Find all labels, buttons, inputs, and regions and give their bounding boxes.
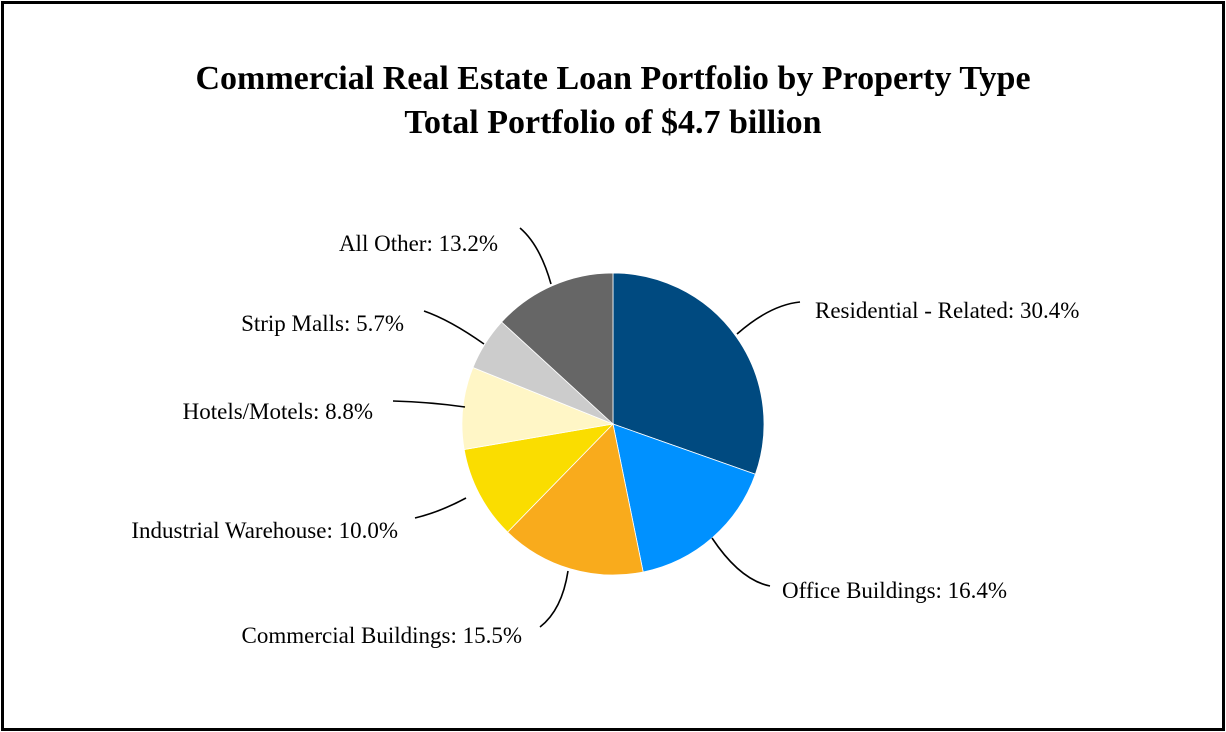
chart-subtitle: Total Portfolio of $4.7 billion — [404, 104, 822, 141]
leader-line — [711, 537, 771, 587]
leader-line — [539, 570, 569, 628]
pie-slice-commercial-buildings — [507, 423, 644, 576]
data-label: Commercial Buildings: 15.5% — [242, 623, 522, 648]
leader-line — [414, 497, 467, 519]
pie-slice-office-buildings — [612, 423, 756, 573]
leader-line — [423, 310, 485, 345]
leader-line — [392, 400, 466, 408]
data-label: Office Buildings: 16.4% — [782, 578, 1007, 603]
leader-line — [519, 227, 552, 285]
leader-line — [736, 301, 801, 335]
chart-title: Commercial Real Estate Loan Portfolio by… — [195, 60, 1031, 97]
pie-slice-hotels-motels — [461, 367, 615, 450]
pie-slice-all-other — [501, 272, 614, 425]
data-label: All Other: 13.2% — [339, 231, 498, 256]
data-label: Strip Malls: 5.7% — [241, 311, 404, 336]
data-label: Residential - Related: 30.4% — [815, 298, 1079, 323]
pie-slice-residential-related — [612, 272, 765, 475]
data-label: Hotels/Motels: 8.8% — [183, 399, 373, 424]
data-label: Industrial Warehouse: 10.0% — [131, 518, 398, 543]
pie-slice-industrial-warehouse — [463, 423, 615, 533]
